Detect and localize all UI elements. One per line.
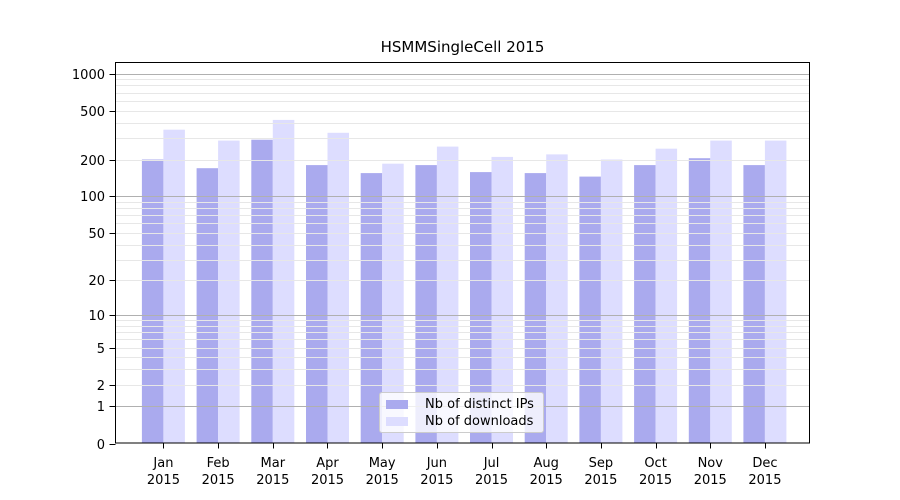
y-tick-label: 1 bbox=[97, 400, 105, 415]
x-tick-label-month: Aug bbox=[534, 456, 559, 471]
x-tick-label-year: 2015 bbox=[202, 473, 235, 488]
x-tick-label-year: 2015 bbox=[475, 473, 508, 488]
y-tick-label: 5 bbox=[97, 342, 105, 357]
legend-swatch-downloads-icon bbox=[386, 416, 408, 426]
bar-distinct-ips-aug bbox=[524, 173, 547, 444]
legend-item-downloads: Nb of downloads bbox=[386, 413, 537, 429]
legend-label-downloads: Nb of downloads bbox=[425, 413, 534, 429]
bar-distinct-ips-jul bbox=[470, 172, 492, 444]
bar-downloads-mar bbox=[272, 119, 295, 444]
bar-distinct-ips-may bbox=[360, 173, 383, 444]
bar-downloads-nov bbox=[710, 140, 732, 444]
y-tick-label: 2 bbox=[97, 379, 105, 394]
bar-downloads-jan bbox=[163, 129, 185, 444]
bar-distinct-ips-nov bbox=[688, 158, 711, 444]
bar-distinct-ips-jun bbox=[415, 165, 437, 444]
legend-label-distinct-ips: Nb of distinct IPs bbox=[425, 396, 534, 412]
x-tick-label-month: Jul bbox=[483, 456, 500, 471]
x-tick-label-year: 2015 bbox=[530, 473, 563, 488]
x-tick-label-year: 2015 bbox=[311, 473, 344, 488]
bar-distinct-ips-dec bbox=[743, 165, 765, 444]
bar-downloads-dec bbox=[764, 140, 787, 444]
x-tick-label-month: Sep bbox=[589, 456, 614, 471]
x-tick-label-year: 2015 bbox=[420, 473, 453, 488]
x-tick-label-year: 2015 bbox=[147, 473, 180, 488]
y-tick-label: 20 bbox=[88, 274, 105, 289]
x-tick-label-month: Mar bbox=[261, 456, 286, 471]
bar-downloads-feb bbox=[218, 140, 240, 444]
y-tick-label: 1000 bbox=[72, 68, 105, 83]
bar-distinct-ips-oct bbox=[634, 165, 656, 444]
bar-downloads-apr bbox=[327, 132, 349, 444]
bar-downloads-sep bbox=[600, 159, 623, 444]
y-tick-label: 200 bbox=[80, 154, 105, 169]
x-tick-label-month: May bbox=[369, 456, 396, 471]
x-tick-label-year: 2015 bbox=[694, 473, 727, 488]
x-tick-label-month: Jan bbox=[152, 456, 173, 471]
bar-distinct-ips-mar bbox=[251, 139, 273, 444]
bar-distinct-ips-sep bbox=[579, 176, 601, 444]
x-tick-label-month: Dec bbox=[752, 456, 777, 471]
y-tick-label: 10 bbox=[88, 309, 105, 324]
y-tick-label: 0 bbox=[97, 438, 105, 453]
bar-distinct-ips-feb bbox=[196, 168, 219, 444]
legend-swatch-distinct-ips-icon bbox=[386, 399, 408, 409]
x-tick-label-year: 2015 bbox=[366, 473, 399, 488]
bar-downloads-oct bbox=[655, 148, 678, 444]
tick-labels-layer: 0 1 2 5 10 20 50 100 200 500 1000 Jan 2015 Feb 2015 Mar… bbox=[72, 68, 782, 488]
bar-downloads-jul bbox=[491, 156, 513, 444]
x-tick-label-month: Oct bbox=[644, 456, 666, 471]
y-tick-label: 500 bbox=[80, 105, 105, 120]
legend: Nb of distinct IPs Nb of downloads bbox=[379, 392, 544, 433]
bar-distinct-ips-apr bbox=[306, 165, 328, 444]
x-tick-label-month: Jun bbox=[426, 456, 447, 471]
x-tick-label-year: 2015 bbox=[748, 473, 781, 488]
axis-layer bbox=[109, 62, 810, 449]
x-tick-label-year: 2015 bbox=[256, 473, 289, 488]
x-tick-label-year: 2015 bbox=[639, 473, 672, 488]
y-tick-label: 100 bbox=[80, 190, 105, 205]
x-tick-label-month: Feb bbox=[207, 456, 230, 471]
grid-layer bbox=[115, 74, 810, 407]
x-tick-label-year: 2015 bbox=[584, 473, 617, 488]
x-tick-label-month: Nov bbox=[698, 456, 724, 471]
y-tick-label: 50 bbox=[88, 227, 105, 242]
bar-distinct-ips-jan bbox=[141, 159, 164, 444]
bar-downloads-aug bbox=[546, 154, 568, 444]
legend-item-distinct-ips: Nb of distinct IPs bbox=[386, 396, 537, 412]
plot-border bbox=[115, 62, 810, 444]
x-tick-label-month: Apr bbox=[316, 456, 339, 471]
chart-title: HSMMSingleCell 2015 bbox=[380, 38, 545, 56]
